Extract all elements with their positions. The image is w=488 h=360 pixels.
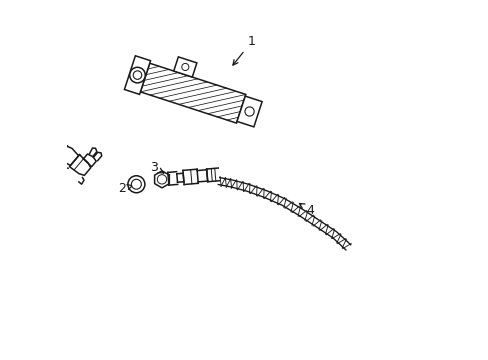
Circle shape xyxy=(133,71,142,79)
Polygon shape xyxy=(167,172,177,185)
Circle shape xyxy=(182,63,188,71)
Text: 4: 4 xyxy=(299,203,313,217)
Polygon shape xyxy=(140,63,245,123)
Polygon shape xyxy=(83,154,96,167)
Polygon shape xyxy=(177,173,183,182)
Circle shape xyxy=(131,179,141,189)
Circle shape xyxy=(128,176,144,193)
Circle shape xyxy=(129,67,145,83)
Text: 3: 3 xyxy=(150,161,163,174)
Text: 2: 2 xyxy=(118,183,132,195)
Circle shape xyxy=(244,107,254,116)
Polygon shape xyxy=(124,56,150,94)
Polygon shape xyxy=(183,169,198,185)
Polygon shape xyxy=(173,57,197,77)
Polygon shape xyxy=(206,168,219,182)
Polygon shape xyxy=(237,96,262,127)
Polygon shape xyxy=(197,170,207,182)
Text: 1: 1 xyxy=(232,35,255,65)
Circle shape xyxy=(157,175,166,184)
Polygon shape xyxy=(59,146,79,166)
Polygon shape xyxy=(69,155,91,175)
